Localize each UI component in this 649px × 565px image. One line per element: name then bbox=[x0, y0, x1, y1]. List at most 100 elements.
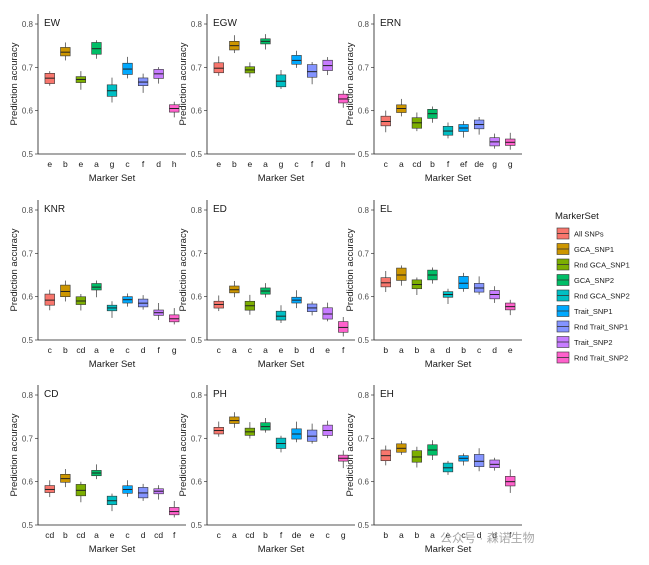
y-tick-label: 0.7 bbox=[358, 249, 370, 258]
box-rnd-trait-snp2: g bbox=[338, 450, 349, 540]
x-axis-title: Marker Set bbox=[425, 544, 472, 555]
box-rnd-gca-snp2: f bbox=[275, 435, 287, 540]
panel-egw: 0.5 0.6 0.7 0.8 EGW Prediction accuracy Marker… bbox=[178, 14, 355, 184]
significance-letter: e bbox=[446, 530, 451, 540]
significance-letter: d bbox=[310, 345, 315, 355]
significance-letter: c bbox=[217, 345, 222, 355]
legend-label: Rnd Trait_SNP2 bbox=[574, 354, 628, 363]
significance-letter: e bbox=[248, 159, 253, 169]
significance-letter: e bbox=[79, 159, 84, 169]
significance-letter: f bbox=[142, 159, 145, 169]
significance-letter: b bbox=[461, 345, 466, 355]
box-gca-snp2: a bbox=[91, 40, 102, 169]
panel-title: PH bbox=[213, 389, 227, 400]
box-rnd-gca-snp2: e bbox=[106, 301, 118, 355]
y-tick-label: 0.7 bbox=[358, 63, 370, 72]
box-rnd-gca-snp1: b bbox=[411, 277, 423, 355]
box-all-snps: e bbox=[213, 56, 224, 169]
significance-letter: b bbox=[383, 345, 388, 355]
legend-item-trait-snp1: Trait_SNP1 bbox=[556, 305, 613, 317]
box-rnd-trait-snp1: d bbox=[473, 448, 485, 540]
box-body bbox=[306, 64, 318, 78]
y-axis-title: Prediction accuracy bbox=[178, 228, 189, 311]
box-body bbox=[411, 450, 423, 463]
significance-letter: b bbox=[415, 530, 420, 540]
panel-ed: 0.5 0.6 0.7 0.8 ED Prediction accuracy Marker … bbox=[178, 200, 355, 370]
box-gca-snp1: b bbox=[60, 280, 71, 355]
panel-title: CD bbox=[44, 389, 58, 400]
box-gca-snp1: b bbox=[60, 469, 71, 540]
significance-letter: b bbox=[63, 159, 68, 169]
significance-letter: cd bbox=[76, 530, 85, 540]
significance-letter: e bbox=[110, 530, 115, 540]
box-rnd-gca-snp2: f bbox=[442, 122, 454, 169]
box-trait-snp2: d bbox=[153, 67, 164, 169]
y-tick-label: 0.8 bbox=[191, 391, 203, 400]
significance-letter: d bbox=[156, 159, 161, 169]
box-gca-snp2: b bbox=[260, 417, 271, 540]
box-body bbox=[322, 307, 333, 320]
y-axis-title: Prediction accuracy bbox=[9, 413, 20, 496]
y-tick-label: 0.5 bbox=[191, 336, 203, 345]
box-body bbox=[60, 284, 71, 298]
box-all-snps: c bbox=[44, 289, 55, 355]
y-tick-label: 0.5 bbox=[22, 336, 34, 345]
significance-letter: b bbox=[294, 345, 299, 355]
box-trait-snp2: d bbox=[489, 457, 500, 540]
y-tick-label: 0.5 bbox=[191, 150, 203, 159]
panel-title: ERN bbox=[380, 18, 401, 29]
significance-letter: b bbox=[383, 530, 388, 540]
box-rnd-gca-snp1: cd bbox=[244, 422, 256, 540]
box-rnd-trait-snp1: d bbox=[137, 295, 149, 355]
significance-letter: a bbox=[399, 159, 404, 169]
y-tick-label: 0.5 bbox=[22, 150, 34, 159]
box-rnd-trait-snp2: h bbox=[338, 90, 349, 169]
legend-item-rnd-gca-snp2: Rnd GCA_SNP2 bbox=[556, 289, 630, 302]
y-tick-label: 0.8 bbox=[358, 20, 370, 29]
significance-letter: f bbox=[447, 159, 450, 169]
y-tick-label: 0.6 bbox=[22, 107, 34, 116]
legend-label: All SNPs bbox=[574, 230, 604, 239]
y-tick-label: 0.7 bbox=[22, 249, 34, 258]
box-all-snps: c bbox=[380, 110, 391, 169]
significance-letter: c bbox=[48, 345, 53, 355]
box-rnd-gca-snp1: e bbox=[75, 71, 87, 169]
significance-letter: a bbox=[94, 345, 99, 355]
significance-letter: f bbox=[509, 530, 512, 540]
significance-letter: g bbox=[492, 159, 497, 169]
x-axis-title: Marker Set bbox=[89, 544, 136, 555]
legend-label: Rnd GCA_SNP1 bbox=[574, 261, 630, 270]
significance-letter: c bbox=[125, 159, 130, 169]
y-tick-label: 0.7 bbox=[22, 63, 34, 72]
box-gca-snp1: a bbox=[396, 98, 407, 169]
significance-letter: c bbox=[326, 530, 331, 540]
significance-letter: d bbox=[141, 345, 146, 355]
box-rnd-gca-snp2: d bbox=[442, 288, 454, 355]
legend-item-gca-snp2: GCA_SNP2 bbox=[556, 274, 614, 286]
panel-ew: 0.5 0.6 0.7 0.8 EW Prediction accuracy Marker … bbox=[9, 14, 186, 184]
significance-letter: d bbox=[477, 530, 482, 540]
legend-item-rnd-trait-snp2: Rnd Trait_SNP2 bbox=[556, 351, 628, 364]
y-tick-label: 0.7 bbox=[191, 63, 203, 72]
significance-letter: de bbox=[474, 159, 484, 169]
box-rnd-gca-snp2: e bbox=[442, 460, 454, 540]
box-gca-snp2: a bbox=[91, 464, 102, 540]
box-trait-snp2: d bbox=[322, 57, 333, 169]
box-body bbox=[505, 476, 516, 487]
box-rnd-gca-snp1: cd bbox=[75, 293, 87, 355]
significance-letter: cd bbox=[154, 530, 163, 540]
significance-letter: f bbox=[173, 530, 176, 540]
significance-letter: g bbox=[341, 530, 346, 540]
box-trait-snp1: b bbox=[291, 290, 302, 355]
legend-label: Trait_SNP2 bbox=[574, 338, 613, 347]
legend-item-rnd-trait-snp1: Rnd Trait_SNP1 bbox=[556, 320, 628, 333]
panel-cd: 0.5 0.6 0.7 0.8 CD Prediction accuracy Marker … bbox=[9, 385, 186, 555]
box-rnd-trait-snp1: d bbox=[137, 483, 149, 540]
y-axis-title: Prediction accuracy bbox=[178, 413, 189, 496]
box-rnd-trait-snp1: d bbox=[306, 301, 318, 355]
box-trait-snp2: f bbox=[153, 303, 164, 355]
legend-label: Rnd Trait_SNP1 bbox=[574, 323, 628, 332]
significance-letter: c bbox=[384, 159, 389, 169]
box-trait-snp1: ef bbox=[458, 121, 469, 169]
y-tick-label: 0.8 bbox=[22, 391, 34, 400]
